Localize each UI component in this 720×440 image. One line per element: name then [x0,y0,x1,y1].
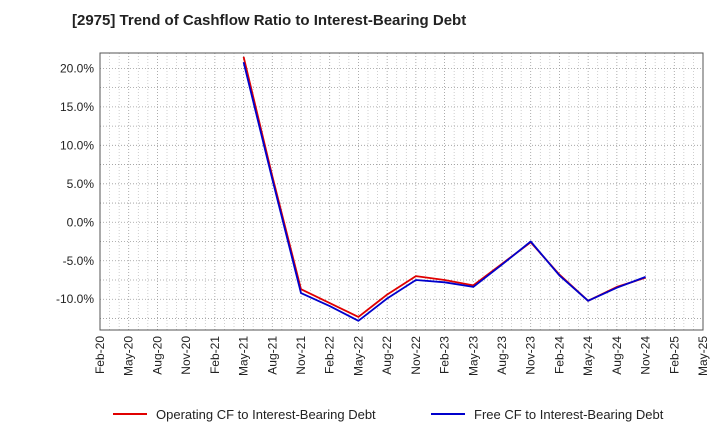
y-tick-label: 20.0% [60,61,94,75]
x-tick-label: Feb-24 [552,336,566,374]
plot-frame [99,52,704,331]
series-lines [242,56,646,322]
chart-title: [2975] Trend of Cashflow Ratio to Intere… [72,12,467,29]
x-tick-label: May-23 [466,336,480,376]
x-tick-label: Nov-22 [409,336,423,375]
x-tick-label: Feb-21 [208,336,222,374]
y-axis: 20.0% 15.0% 10.0% 5.0% 0.0% -5.0% -10.0% [56,61,94,306]
y-tick-label: -5.0% [63,254,95,268]
x-tick-label: Nov-23 [524,336,538,375]
x-tick-label: May-20 [122,336,136,376]
x-tick-label: Nov-24 [639,336,653,375]
x-axis: Feb-20 May-20 Aug-20 Nov-20 Feb-21 May-21 Aug-… [93,336,710,376]
x-tick-label: Feb-22 [323,336,337,374]
y-tick-label: 0.0% [67,215,95,229]
x-tick-label: Feb-20 [93,336,107,374]
x-tick-label: Aug-23 [495,336,509,375]
series-line-2 [242,61,646,322]
x-tick-label: Aug-21 [265,336,279,375]
x-tick-label: Aug-20 [150,336,164,375]
y-tick-label: 10.0% [60,138,94,152]
legend-label-2: Free CF to Interest-Bearing Debt [474,407,664,422]
y-tick-label: 15.0% [60,100,94,114]
y-tick-label: -10.0% [56,292,94,306]
x-tick-label: Aug-24 [610,336,624,375]
x-tick-label: Aug-22 [380,336,394,375]
x-tick-label: Feb-23 [438,336,452,374]
x-tick-label: May-25 [696,336,710,376]
x-tick-label: Nov-20 [179,336,193,375]
x-tick-label: Feb-25 [667,336,681,374]
legend: Operating CF to Interest-Bearing Debt Fre… [113,407,664,422]
y-tick-label: 5.0% [67,177,95,191]
x-tick-label: Nov-21 [294,336,308,375]
x-tick-label: May-21 [237,336,251,376]
legend-label-1: Operating CF to Interest-Bearing Debt [156,407,376,422]
x-tick-label: May-24 [581,336,595,376]
x-tick-label: May-22 [351,336,365,376]
